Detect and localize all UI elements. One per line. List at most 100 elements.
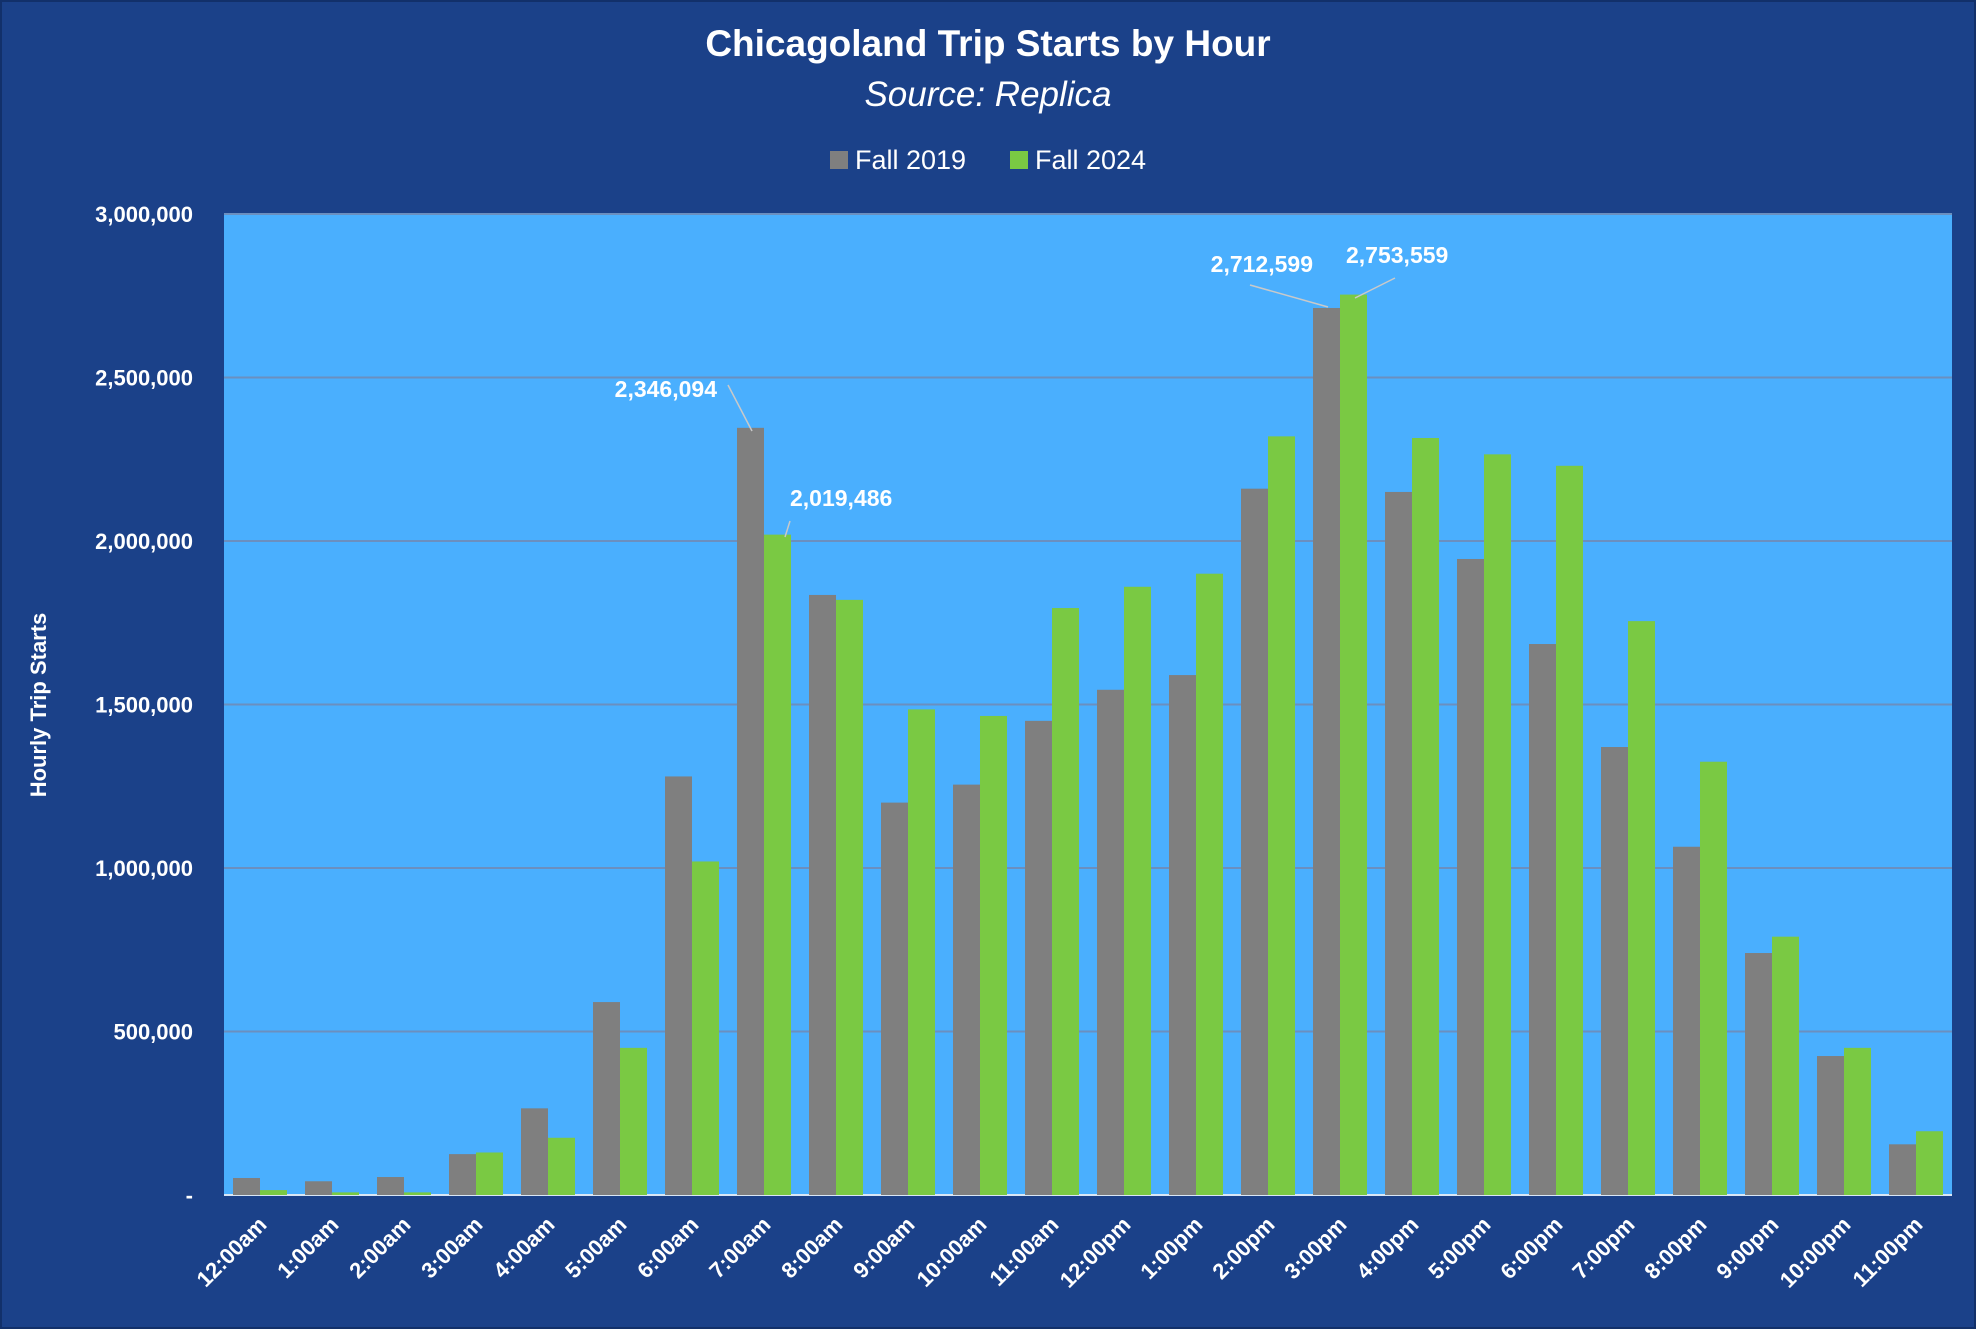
- y-tick-label: 3,000,000: [95, 202, 193, 227]
- x-tick-label: 5:00am: [560, 1212, 631, 1283]
- x-tick-label: 12:00am: [192, 1212, 272, 1292]
- bar-fall-2019: [953, 784, 980, 1195]
- bar-fall-2019: [1025, 720, 1052, 1195]
- bar-fall-2024: [1196, 573, 1223, 1195]
- legend-item-fall-2024: Fall 2024: [1010, 145, 1146, 175]
- x-tick-label: 11:00pm: [1848, 1212, 1928, 1292]
- bar-fall-2024: [1916, 1131, 1943, 1195]
- bar-fall-2024: [404, 1192, 431, 1195]
- x-tick-label: 9:00pm: [1711, 1212, 1783, 1284]
- x-tick-label: 10:00pm: [1775, 1212, 1856, 1293]
- data-label: 2,712,599: [1211, 251, 1313, 277]
- bar-fall-2024: [476, 1152, 503, 1195]
- x-tick-label: 4:00pm: [1351, 1212, 1423, 1284]
- bar-fall-2024: [1772, 936, 1799, 1195]
- y-tick-label: -: [186, 1183, 193, 1208]
- bar-fall-2024: [764, 534, 791, 1195]
- bar-fall-2024: [1052, 608, 1079, 1195]
- y-tick-label: 500,000: [113, 1020, 193, 1045]
- x-tick-label: 7:00am: [704, 1212, 775, 1283]
- bar-fall-2024: [548, 1137, 575, 1195]
- bar-fall-2024: [1412, 437, 1439, 1195]
- legend-item-fall-2019: Fall 2019: [830, 145, 966, 175]
- bar-fall-2024: [836, 599, 863, 1195]
- x-tick-label: 6:00pm: [1495, 1212, 1567, 1284]
- bar-fall-2019: [881, 802, 908, 1195]
- x-tick-label: 2:00am: [344, 1212, 415, 1283]
- data-label-leader: [784, 520, 791, 538]
- bar-fall-2019: [1529, 644, 1556, 1195]
- bar-fall-2019: [1601, 747, 1628, 1195]
- bar-fall-2019: [665, 776, 692, 1195]
- y-tick-label: 2,000,000: [95, 529, 193, 554]
- x-tick-label: 2:00pm: [1207, 1212, 1279, 1284]
- data-labels: 2,346,094 2,019,486 2,712,599 2,753,559: [615, 242, 1448, 538]
- x-tick-label: 11:00am: [984, 1212, 1063, 1291]
- y-tick-label: 1,000,000: [95, 856, 193, 881]
- bar-fall-2024: [1340, 294, 1367, 1196]
- bar-fall-2019: [521, 1108, 548, 1195]
- bar-fall-2019: [1097, 689, 1124, 1195]
- bar-fall-2024: [980, 715, 1007, 1195]
- x-tick-label: 1:00pm: [1135, 1212, 1207, 1284]
- bar-fall-2019: [1673, 846, 1700, 1195]
- data-label: 2,346,094: [615, 376, 718, 402]
- x-tick-label: 3:00pm: [1279, 1212, 1351, 1284]
- bar-fall-2019: [305, 1181, 332, 1195]
- x-tick-label: 7:00pm: [1567, 1212, 1639, 1284]
- bar-fall-2024: [692, 861, 719, 1195]
- bar-fall-2019: [449, 1154, 476, 1195]
- bar-fall-2019: [1385, 491, 1412, 1195]
- bars: [233, 294, 1943, 1196]
- bar-fall-2024: [1268, 436, 1295, 1195]
- bar-fall-2019: [809, 594, 836, 1195]
- bar-fall-2024: [908, 709, 935, 1195]
- bar-fall-2024: [1844, 1047, 1871, 1195]
- legend-label: Fall 2024: [1035, 145, 1146, 175]
- bar-fall-2019: [377, 1177, 404, 1195]
- bar-fall-2024: [1556, 465, 1583, 1195]
- bar-fall-2019: [1169, 675, 1196, 1195]
- data-label: 2,753,559: [1346, 242, 1448, 268]
- legend-swatch: [1010, 151, 1028, 169]
- data-label: 2,019,486: [790, 485, 892, 511]
- y-tick-label: 1,500,000: [95, 693, 193, 718]
- chart-title: Chicagoland Trip Starts by Hour: [705, 23, 1270, 64]
- bar-fall-2019: [1745, 953, 1772, 1195]
- gridlines: [224, 213, 1952, 1196]
- bar-fall-2024: [1124, 586, 1151, 1195]
- x-tick-label: 1:00am: [272, 1212, 343, 1283]
- data-label-leader: [727, 384, 753, 432]
- x-tick-label: 3:00am: [416, 1212, 487, 1283]
- y-axis: - 500,000 1,000,000 1,500,000 2,000,000 2,500…: [95, 202, 193, 1208]
- x-axis: 12:00am 1:00am 2:00am 3:00am 4:00am 5:00am 6:0…: [192, 1212, 1928, 1293]
- bar-fall-2019: [1889, 1144, 1916, 1195]
- x-tick-label: 9:00am: [848, 1212, 919, 1283]
- x-tick-label: 12:00pm: [1055, 1212, 1136, 1293]
- bar-fall-2024: [260, 1190, 287, 1195]
- data-label-leader: [1249, 284, 1329, 308]
- bar-fall-2019: [1241, 488, 1268, 1195]
- bar-fall-2019: [737, 427, 764, 1195]
- bar-fall-2024: [1484, 454, 1511, 1196]
- x-tick-label: 10:00am: [912, 1212, 992, 1292]
- y-axis-label: Hourly Trip Starts: [26, 613, 51, 798]
- bar-fall-2019: [1817, 1056, 1844, 1195]
- bar-fall-2019: [1313, 307, 1340, 1196]
- bar-fall-2024: [332, 1192, 359, 1195]
- bar-fall-2019: [593, 1002, 620, 1195]
- data-label-leader: [1354, 277, 1396, 299]
- bar-fall-2024: [1700, 761, 1727, 1195]
- bar-fall-2019: [1457, 558, 1484, 1195]
- legend-label: Fall 2019: [855, 145, 966, 175]
- bar-fall-2019: [233, 1177, 260, 1195]
- x-tick-label: 6:00am: [632, 1212, 703, 1283]
- chart-subtitle: Source: Replica: [864, 75, 1111, 114]
- x-tick-label: 8:00am: [776, 1212, 847, 1283]
- x-tick-label: 5:00pm: [1423, 1212, 1495, 1284]
- legend-swatch: [830, 151, 848, 169]
- x-tick-label: 4:00am: [488, 1212, 559, 1283]
- bar-fall-2024: [620, 1047, 647, 1195]
- bar-fall-2024: [1628, 621, 1655, 1195]
